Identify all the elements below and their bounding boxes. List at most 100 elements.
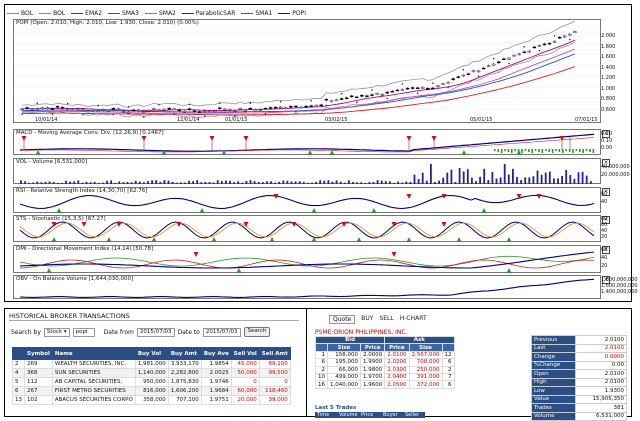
order-book-cell: 10 [315, 372, 328, 382]
candle [45, 107, 50, 110]
order-book-row[interactable]: 16 1,040,000 1.9600 2.0500 372,000 6 [315, 380, 455, 389]
broker-cell: FIRST METRO SECURITIES [51, 386, 136, 396]
histogram-bar [582, 149, 584, 153]
candle [177, 109, 181, 111]
order-book-row[interactable]: 10 499,000 1.9700 2.0400 391,000 7 [315, 372, 455, 382]
volume-bar [434, 181, 436, 184]
axis-tick-label: 1.400 [601, 64, 616, 71]
close-volume-icon[interactable]: × [602, 159, 610, 167]
volume-bar [270, 181, 272, 184]
close-macd-icon[interactable]: × [602, 130, 610, 138]
volume-bar [421, 172, 424, 184]
broker-cell: ABACUS SECURITIES CORPO [51, 395, 136, 405]
histogram-bar [545, 149, 547, 151]
search-by-select[interactable]: Stock ▾ [43, 327, 70, 337]
date-from-input[interactable]: 2015/07/03 [136, 327, 175, 337]
broker-row[interactable]: 13 102 ABACUS SECURITIES CORPO 358,000 707,1… [12, 395, 291, 405]
order-book-cell: 1.9600 [359, 380, 386, 389]
broker-row[interactable]: 4 368 SUN SECURITIES 1,140,000 2,282,800 2.00… [12, 368, 291, 378]
bottom-section: HISTORICAL BROKER TRANSACTIONS Search by… [4, 308, 632, 421]
date-label: 07/01/15 [575, 117, 598, 123]
broker-column-header[interactable] [12, 347, 25, 360]
summary-row: Low 1.9300 [531, 386, 628, 396]
indicator-line [19, 133, 595, 152]
buy-signal-icon [371, 208, 377, 213]
broker-cell: AB CAPITAL SECURITIES, [51, 377, 136, 387]
date-to-input[interactable]: 2015/07/03 [202, 327, 241, 337]
broker-history-panel: HISTORICAL BROKER TRANSACTIONS Search by… [5, 309, 307, 416]
broker-row[interactable]: 6 267 FIRST METRO SECURITIES 816,000 1,606,2… [12, 386, 291, 396]
close-rsi-icon[interactable]: × [602, 188, 610, 196]
broker-row[interactable]: 2 269 WEALTH SECURITIES, INC. 1,981,000 3,93… [12, 359, 291, 369]
order-book-row[interactable]: 1 158,000 2.0000 2.0100 2,567,000 12 [315, 350, 455, 360]
candle [512, 54, 516, 57]
legend-label: SMA2 [158, 9, 176, 17]
order-book-cell: 499,000 [327, 372, 361, 382]
axis-tick-label: 1.000 [601, 85, 616, 92]
quote-tab[interactable]: BUY [361, 315, 374, 322]
legend-item: SMA1 [241, 8, 272, 18]
dmi-chart [19, 251, 595, 273]
broker-cell: 950,000 [134, 377, 169, 387]
candle [400, 89, 405, 91]
broker-column-header[interactable]: Sell Vol [230, 347, 260, 360]
quote-tab[interactable]: Quote [329, 315, 356, 324]
broker-column-header[interactable]: Symbol [24, 347, 53, 360]
volume-bar [581, 171, 584, 184]
volume-bar [323, 180, 326, 184]
order-book-cell: 2.0400 [384, 372, 410, 382]
sar-dot [279, 100, 282, 103]
broker-cell: 4 [12, 368, 25, 378]
volume-bar [85, 181, 88, 184]
broker-cell: 2.0025 [200, 368, 232, 378]
last-five-trades-label: Last 5 Trades [315, 405, 357, 411]
volume-bar [495, 178, 498, 184]
broker-column-header[interactable]: Name [51, 347, 136, 360]
histogram-bar [585, 149, 588, 151]
buy-signal-icon [406, 237, 412, 242]
candle [426, 88, 430, 90]
stock-input[interactable]: popi [72, 327, 95, 337]
sar-dot [325, 104, 328, 107]
sell-signal-icon [193, 252, 199, 257]
volume-bar [372, 181, 375, 184]
volume-bar [573, 178, 576, 184]
candle [294, 105, 298, 108]
sar-dot [553, 35, 556, 37]
buy-signal-icon [35, 150, 41, 155]
price-chart [14, 20, 602, 119]
broker-column-header[interactable]: Buy Ave [200, 347, 232, 360]
candle [568, 33, 572, 36]
broker-column-header[interactable]: Buy Amt [167, 347, 202, 360]
candle [456, 76, 460, 78]
legend-item: SMA3 [108, 8, 139, 18]
order-book-row[interactable]: 2 66,000 1.9800 2.0300 250,000 2 [315, 365, 455, 374]
candle [375, 93, 379, 95]
sell-signal-icon [243, 222, 249, 227]
order-book-column: Size [327, 343, 361, 352]
broker-row[interactable]: 5 112 AB CAPITAL SECURITIES, 950,000 1,875,8… [12, 377, 291, 387]
search-button[interactable]: Search [243, 327, 271, 337]
quote-tab[interactable]: H-CHART [399, 315, 427, 322]
volume-bar [356, 182, 358, 184]
close-stochastic-icon[interactable]: × [602, 216, 610, 224]
close-obv-icon[interactable]: × [602, 276, 610, 284]
volume-bar [352, 181, 354, 184]
order-book-row[interactable]: 6 195,000 1.9900 2.0200 708,000 6 [315, 358, 455, 367]
close-dmi-icon[interactable]: × [602, 246, 610, 254]
histogram-bar [565, 149, 567, 151]
volume-bar [298, 181, 301, 184]
volume-bar [475, 181, 477, 184]
broker-column-header[interactable]: Buy Vol [134, 347, 169, 360]
sar-dot [36, 102, 39, 104]
axis-tick-label: 0.600 [601, 106, 616, 113]
candle [157, 109, 161, 112]
volume-panel-title: VOL - Volume [6,531,000] [15, 159, 89, 165]
quote-tab[interactable]: SELL [379, 315, 394, 322]
broker-column-header[interactable]: Sell Amt [258, 347, 291, 360]
summary-value: 1.9300 [574, 386, 628, 396]
histogram-bar [497, 149, 499, 152]
sar-dot [492, 57, 495, 60]
summary-row: Previous 2.0100 [531, 335, 628, 345]
buy-signal-icon [461, 150, 467, 155]
